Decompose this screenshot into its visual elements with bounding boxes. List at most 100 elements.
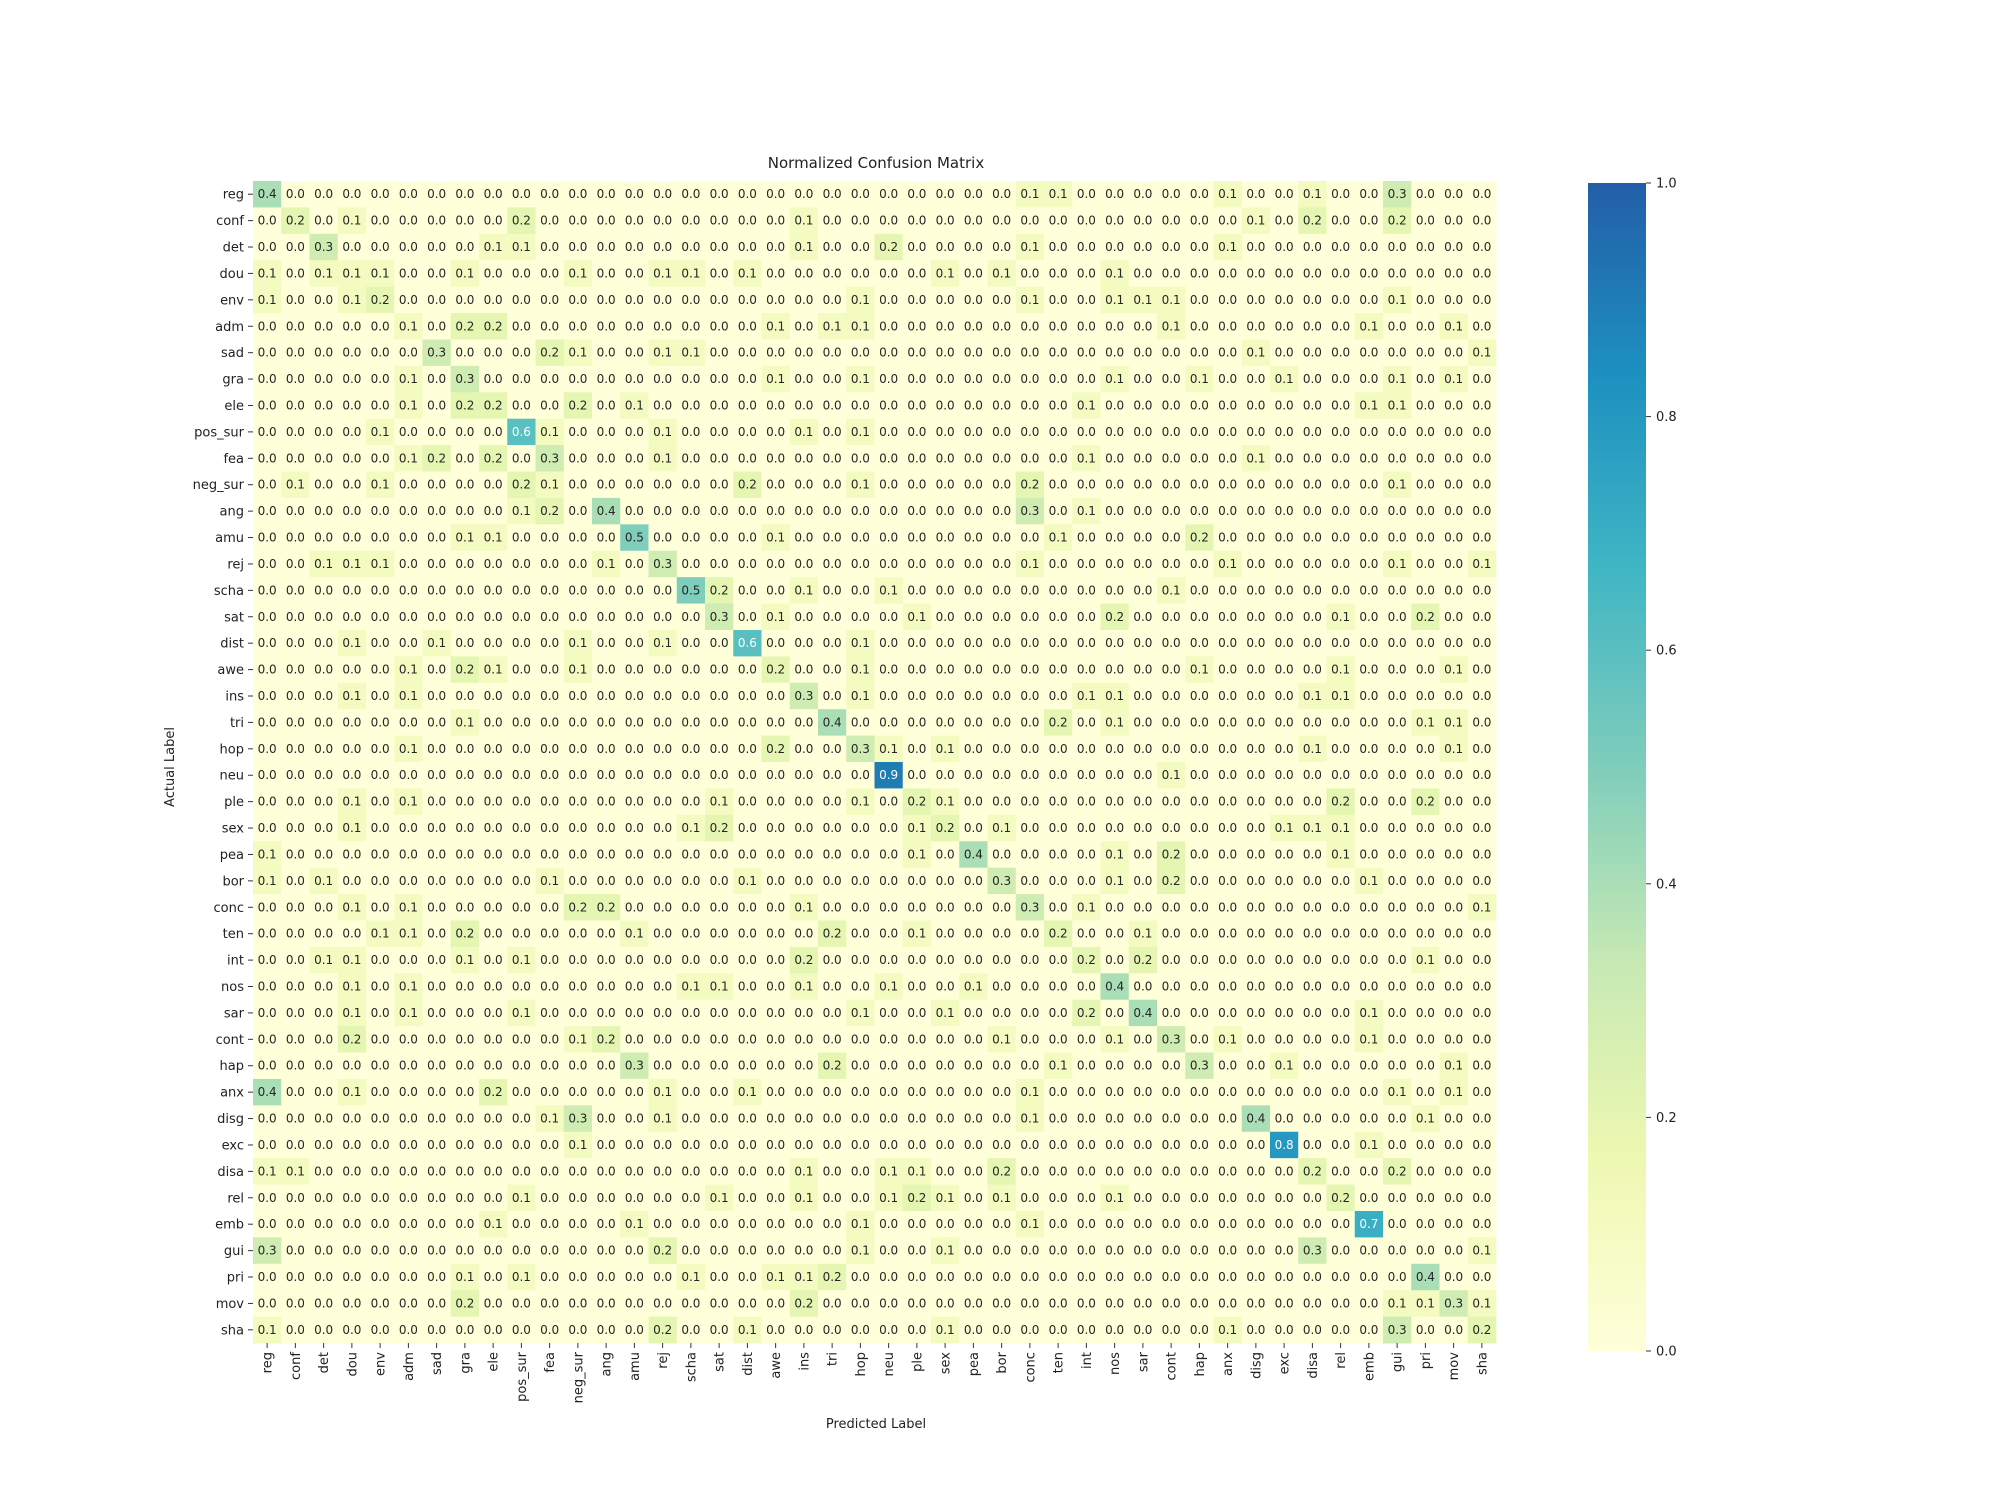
cell-value-label: 0.0	[879, 425, 898, 439]
heatmap-cell	[394, 181, 423, 208]
cell-value-label: 0.1	[1388, 398, 1407, 412]
cell-value-label: 0.0	[1190, 240, 1209, 254]
cell-value-label: 0.0	[625, 266, 644, 280]
cell-value-label: 0.0	[1020, 1296, 1039, 1310]
cell-value-label: 0.0	[1303, 1217, 1322, 1231]
cell-value-label: 0.0	[512, 398, 531, 412]
heatmap-cell	[846, 365, 875, 393]
cell-value-label: 0.0	[653, 847, 672, 861]
cell-value-label: 0.0	[597, 240, 616, 254]
cell-value-label: 0.0	[823, 1006, 842, 1020]
cell-value-label: 0.0	[1303, 715, 1322, 729]
cell-value-label: 0.0	[851, 874, 870, 888]
heatmap-cell	[874, 233, 904, 261]
heatmap-cell	[1354, 339, 1384, 367]
cell-value-label: 0.0	[625, 187, 644, 201]
cell-value-label: 0.0	[1331, 1112, 1350, 1126]
cell-value-label: 0.1	[1105, 266, 1124, 280]
cell-value-label: 0.0	[455, 1164, 474, 1178]
heatmap-cell	[1383, 233, 1412, 261]
heatmap-cell	[1157, 207, 1186, 235]
cell-value-label: 0.0	[1246, 319, 1265, 333]
cell-value-label: 0.0	[766, 398, 785, 412]
cell-value-label: 0.0	[625, 1191, 644, 1205]
cell-value-label: 0.0	[823, 451, 842, 465]
cell-value-label: 0.0	[1359, 821, 1378, 835]
cell-value-label: 0.0	[286, 398, 305, 412]
cell-value-label: 0.0	[1331, 478, 1350, 492]
heatmap-cell	[535, 339, 565, 367]
cell-value-label: 0.1	[1303, 821, 1322, 835]
cell-value-label: 0.0	[1416, 636, 1435, 650]
heatmap-cell	[761, 365, 791, 393]
heatmap-cell	[1241, 339, 1271, 367]
x-tick-label: neg_sur	[571, 1351, 586, 1403]
cell-value-label: 0.0	[1331, 1006, 1350, 1020]
heatmap-cell	[422, 339, 452, 367]
cell-value-label: 0.2	[455, 663, 474, 677]
heatmap-cell	[337, 260, 367, 288]
cell-value-label: 0.0	[653, 293, 672, 307]
heatmap-cell	[1354, 207, 1384, 235]
cell-value-label: 0.0	[1077, 1244, 1096, 1258]
heatmap-cell	[450, 207, 480, 235]
cell-value-label: 0.0	[936, 1112, 955, 1126]
cell-value-label: 0.0	[484, 636, 503, 650]
cell-value-label: 0.0	[1020, 266, 1039, 280]
cell-value-label: 0.0	[1416, 531, 1435, 545]
cell-value-label: 0.0	[1331, 531, 1350, 545]
heatmap-cell	[1326, 286, 1356, 314]
cell-value-label: 0.1	[625, 1217, 644, 1231]
cell-value-label: 0.0	[851, 187, 870, 201]
cell-value-label: 0.0	[964, 293, 983, 307]
cell-value-label: 0.0	[314, 742, 333, 756]
cell-value-label: 0.0	[766, 240, 785, 254]
heatmap-cell	[1185, 339, 1214, 367]
cell-value-label: 0.0	[964, 874, 983, 888]
cell-value-label: 0.0	[540, 187, 559, 201]
heatmap-cell	[1213, 207, 1243, 235]
cell-value-label: 0.0	[1472, 266, 1491, 280]
cell-value-label: 0.0	[1218, 319, 1237, 333]
cell-value-label: 0.0	[1162, 240, 1181, 254]
cell-value-label: 0.0	[314, 610, 333, 624]
cell-value-label: 0.0	[540, 900, 559, 914]
cell-value-label: 0.0	[512, 1059, 531, 1073]
cell-value-label: 0.1	[1105, 372, 1124, 386]
cell-value-label: 0.0	[1331, 1270, 1350, 1284]
cell-value-label: 0.4	[964, 847, 983, 861]
heatmap-cell	[507, 339, 536, 367]
cell-value-label: 0.0	[823, 504, 842, 518]
cell-value-label: 0.1	[1105, 847, 1124, 861]
cell-value-label: 0.0	[1388, 531, 1407, 545]
cell-value-label: 0.0	[1444, 214, 1463, 228]
cell-value-label: 0.0	[1218, 425, 1237, 439]
cell-value-label: 0.0	[540, 610, 559, 624]
cell-value-label: 0.0	[794, 478, 813, 492]
cell-value-label: 0.0	[710, 266, 729, 280]
cell-value-label: 0.0	[1218, 1085, 1237, 1099]
heatmap-cell	[648, 286, 678, 314]
cell-value-label: 0.0	[286, 266, 305, 280]
cell-value-label: 0.0	[1275, 953, 1294, 967]
cell-value-label: 0.1	[258, 874, 277, 888]
cell-value-label: 0.0	[681, 504, 700, 518]
cell-value-label: 0.1	[342, 795, 361, 809]
cell-value-label: 0.0	[766, 187, 785, 201]
cell-value-label: 0.0	[455, 1191, 474, 1205]
cell-value-label: 0.0	[1133, 1164, 1152, 1178]
heatmap-cell	[281, 233, 310, 261]
x-tick-label: amu	[628, 1352, 643, 1381]
cell-value-label: 0.0	[653, 398, 672, 412]
cell-value-label: 0.0	[738, 689, 757, 703]
cell-value-label: 0.1	[455, 953, 474, 967]
cell-value-label: 0.0	[992, 1323, 1011, 1337]
cell-value-label: 0.0	[823, 531, 842, 545]
cell-value-label: 0.0	[1162, 980, 1181, 994]
cell-value-label: 0.0	[681, 768, 700, 782]
cell-value-label: 0.0	[766, 1085, 785, 1099]
heatmap-cell	[1241, 181, 1271, 208]
cell-value-label: 0.1	[540, 478, 559, 492]
cell-value-label: 0.0	[1246, 768, 1265, 782]
cell-value-label: 0.1	[399, 927, 418, 941]
